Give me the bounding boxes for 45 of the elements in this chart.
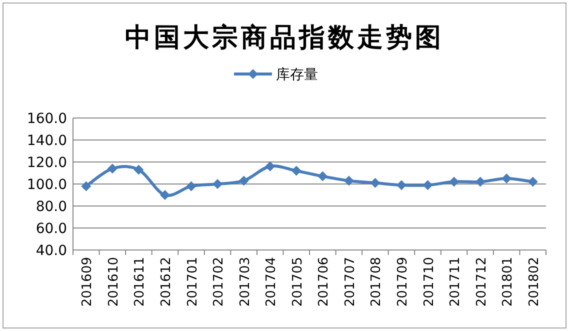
y-tick-label: 160.0 xyxy=(26,111,67,127)
x-tick-label: 201706 xyxy=(316,257,332,307)
point xyxy=(107,164,118,174)
x-tick-label: 201712 xyxy=(474,257,490,307)
point xyxy=(238,176,249,186)
point xyxy=(265,161,276,172)
legend-label: 库存量 xyxy=(276,67,318,83)
x-tick-label: 201702 xyxy=(212,257,227,307)
x-tick-label: 201611 xyxy=(132,257,148,307)
point xyxy=(370,178,380,188)
point xyxy=(396,180,406,190)
point xyxy=(502,174,512,184)
x-tick-label: 201705 xyxy=(290,257,306,307)
x-tick-label: 201801 xyxy=(500,257,516,307)
x-tick-label: 201612 xyxy=(158,257,174,307)
point xyxy=(344,176,354,186)
x-tick-label: 201609 xyxy=(80,257,96,307)
point xyxy=(291,166,302,176)
x-tick-label: 201711 xyxy=(448,257,464,307)
y-tick-label: 60.0 xyxy=(36,221,67,237)
y-tick-label: 40.0 xyxy=(36,243,67,259)
x-tick-label: 201707 xyxy=(342,257,358,307)
y-tick-label: 120.0 xyxy=(26,155,67,171)
x-tick-label: 201704 xyxy=(264,257,280,307)
x-tick-label: 201802 xyxy=(526,257,542,307)
x-tick-label: 201710 xyxy=(422,257,437,307)
point xyxy=(81,181,92,192)
point xyxy=(318,171,328,182)
x-tick-label: 201703 xyxy=(238,257,253,307)
point xyxy=(422,180,433,190)
x-tick-label: 201610 xyxy=(106,257,122,307)
y-tick-label: 100.0 xyxy=(26,177,67,193)
point xyxy=(475,176,486,187)
point xyxy=(212,179,223,189)
y-tick-label: 80.0 xyxy=(36,199,67,215)
x-tick-label: 201701 xyxy=(185,257,200,307)
point xyxy=(160,190,170,200)
point xyxy=(134,164,144,175)
point xyxy=(449,176,460,187)
chart-title: 中国大宗商品指数走势图 xyxy=(125,23,444,53)
x-tick-label: 201709 xyxy=(395,257,410,307)
x-tick-label: 201708 xyxy=(369,257,384,307)
point xyxy=(186,181,196,192)
point xyxy=(528,176,538,187)
y-tick-label: 140.0 xyxy=(26,133,67,149)
